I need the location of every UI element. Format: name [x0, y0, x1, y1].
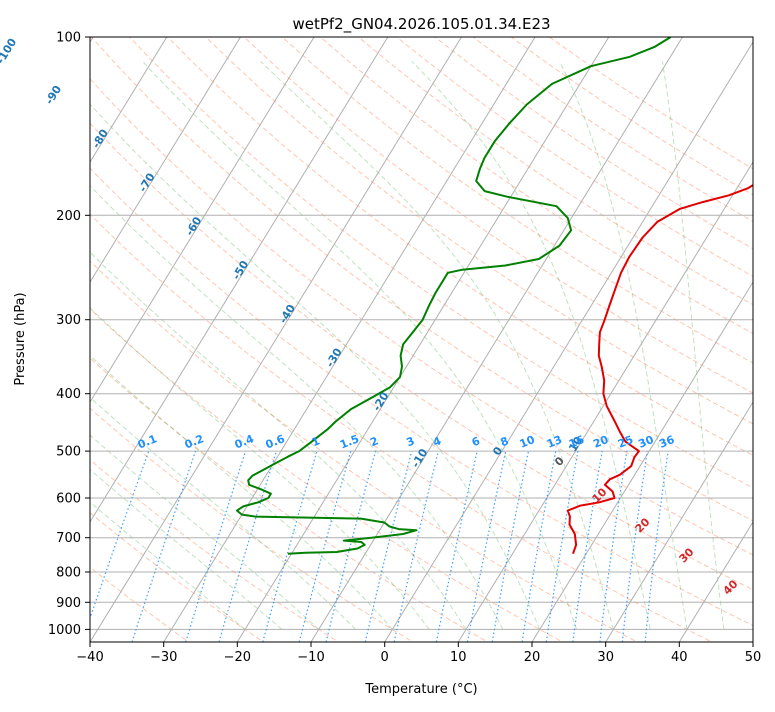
x-tick-label: −40 — [76, 650, 103, 665]
x-tick-label: −30 — [150, 650, 177, 665]
x-axis-label: Temperature (°C) — [364, 682, 477, 697]
y-tick-label: 200 — [56, 209, 81, 224]
y-axis-label: Pressure (hPa) — [13, 292, 28, 385]
x-tick-label: 30 — [597, 650, 614, 665]
y-tick-label: 700 — [56, 531, 81, 546]
y-tick-label: 800 — [56, 566, 81, 581]
x-tick-label: 40 — [671, 650, 688, 665]
x-tick-label: 0 — [381, 650, 389, 665]
y-tick-label: 900 — [56, 596, 81, 611]
x-tick-label: 50 — [745, 650, 762, 665]
y-tick-label: 400 — [56, 387, 81, 402]
y-tick-label: 1000 — [48, 623, 81, 638]
x-tick-label: 20 — [524, 650, 541, 665]
x-tick-label: −20 — [224, 650, 251, 665]
y-tick-label: 500 — [56, 445, 81, 460]
chart-title: wetPf2_GN04.2026.105.01.34.E23 — [292, 15, 550, 34]
y-tick-label: 600 — [56, 492, 81, 507]
y-tick-label: 300 — [56, 313, 81, 328]
x-tick-label: 10 — [450, 650, 467, 665]
x-tick-label: −10 — [297, 650, 324, 665]
y-tick-label: 100 — [56, 31, 81, 46]
